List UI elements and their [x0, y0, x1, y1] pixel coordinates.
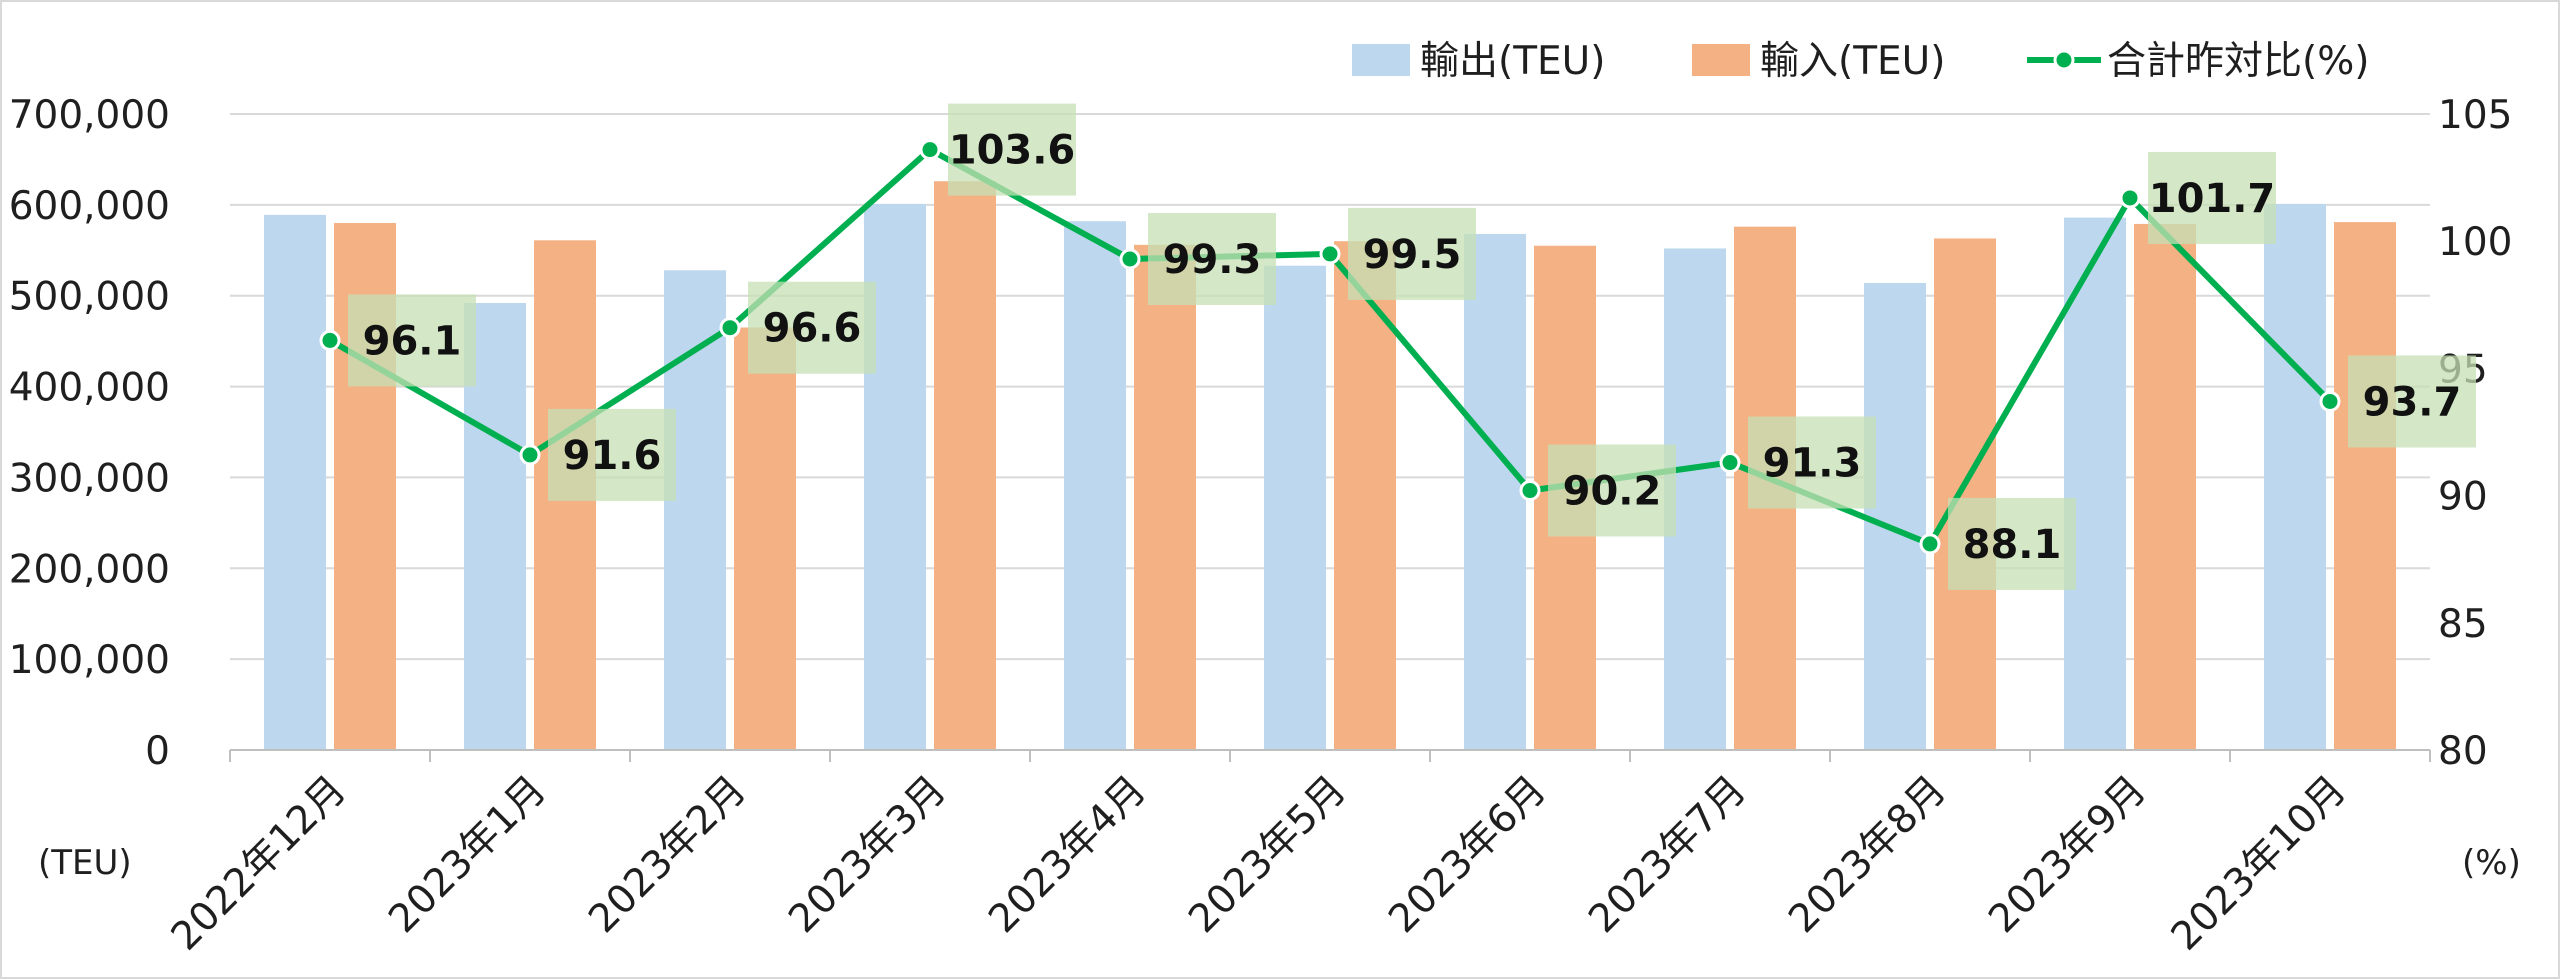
data-label-bg [348, 294, 476, 387]
left-axis-unit: (TEU) [38, 843, 132, 883]
data-label: 91.3 [1763, 441, 1862, 487]
x-tick-label: 2023年2月 [580, 767, 755, 942]
y-left-tick-label: 0 [145, 729, 170, 774]
y-right-tick-label: 80 [2438, 729, 2488, 774]
ratio-point [1919, 533, 1941, 555]
export-bar [1464, 233, 1526, 751]
ratio-point [2319, 390, 2341, 412]
ratio-point [919, 139, 941, 161]
data-label: 103.6 [949, 128, 1076, 174]
data-label: 99.5 [1363, 232, 1462, 278]
ratio-point [2119, 187, 2141, 209]
data-label: 93.7 [2363, 379, 2462, 425]
export-bar [664, 270, 726, 750]
data-label-bg [548, 408, 676, 501]
export-bar [2064, 217, 2126, 750]
import-bar [2134, 223, 2196, 751]
x-tick-label: 2023年1月 [380, 767, 555, 942]
data-label: 99.3 [1163, 237, 1262, 283]
import-bar [934, 181, 996, 751]
y-left-tick-label: 700,000 [9, 93, 170, 138]
x-tick-label: 2023年6月 [1380, 767, 1555, 942]
ratio-point [319, 329, 341, 351]
y-left-tick-label: 500,000 [9, 275, 170, 320]
export-bar [264, 214, 326, 750]
data-label-bg [1348, 207, 1476, 300]
x-tick-label: 2023年9月 [1980, 767, 2155, 942]
data-label-bg [1748, 416, 1876, 509]
import-bar [1934, 238, 1996, 750]
data-label-bg [1548, 444, 1676, 537]
y-right-tick-label: 90 [2438, 475, 2488, 520]
data-label: 96.6 [763, 306, 862, 352]
y-left-tick-label: 300,000 [9, 456, 170, 501]
y-left-tick-label: 400,000 [9, 366, 170, 411]
ratio-point [1119, 248, 1141, 270]
data-label: 91.6 [563, 433, 662, 479]
data-label-bg [1948, 497, 2076, 590]
data-label-bg [748, 281, 876, 374]
data-label-bg [2148, 151, 2276, 244]
ratio-point [1719, 452, 1741, 474]
y-right-tick-label: 100 [2438, 220, 2512, 265]
y-left-tick-label: 200,000 [9, 547, 170, 592]
export-bar [1064, 221, 1126, 750]
data-label: 88.1 [1963, 522, 2062, 568]
ratio-point [1319, 243, 1341, 265]
data-label-bg [1148, 213, 1276, 306]
export-bar [1864, 282, 1926, 750]
data-label-bg [2348, 355, 2476, 448]
import-bar [2334, 222, 2396, 750]
import-bar [734, 327, 796, 750]
x-tick-label: 2022年12月 [163, 767, 355, 959]
ratio-point [719, 317, 741, 339]
x-tick-label: 2023年3月 [780, 767, 955, 942]
y-left-tick-label: 600,000 [9, 184, 170, 229]
ratio-line [319, 139, 2341, 555]
ratio-point [519, 444, 541, 466]
x-tick-label: 2023年4月 [980, 767, 1155, 942]
legend-export-swatch [1352, 44, 1410, 76]
x-tick-label: 2023年7月 [1580, 767, 1755, 942]
x-tick-label: 2023年10月 [2163, 767, 2355, 959]
ratio-point [1519, 480, 1541, 502]
legend[interactable]: 輸出(TEU) 輸入(TEU) 合計昨対比(%) [1352, 39, 2370, 84]
import-bar [1134, 244, 1196, 750]
data-label-bg [948, 103, 1076, 196]
data-label: 90.2 [1563, 469, 1662, 515]
data-label: 101.7 [2149, 176, 2276, 222]
data-label: 96.1 [363, 318, 462, 364]
legend-import-swatch [1692, 44, 1750, 76]
data-labels: 96.1 91.6 96.6 103.6 99.3 99.5 90.2 91.3 88.1 101… [348, 103, 2476, 590]
export-bar [1264, 265, 1326, 750]
legend-import-label: 輸入(TEU) [1760, 39, 1945, 84]
export-bar [2264, 203, 2326, 750]
y-right-tick-label: 105 [2438, 93, 2512, 138]
y-right-tick-label: 85 [2438, 602, 2488, 647]
y-left-tick-label: 100,000 [9, 638, 170, 683]
legend-ratio-label: 合計昨対比(%) [2107, 39, 2370, 84]
legend-export-label: 輸出(TEU) [1420, 39, 1605, 84]
x-tick-label: 2023年5月 [1180, 767, 1355, 942]
import-bar [1334, 241, 1396, 750]
right-axis-unit: (%) [2462, 843, 2521, 883]
legend-ratio-swatch-marker [2053, 49, 2075, 71]
x-tick-label: 2023年8月 [1780, 767, 1955, 942]
